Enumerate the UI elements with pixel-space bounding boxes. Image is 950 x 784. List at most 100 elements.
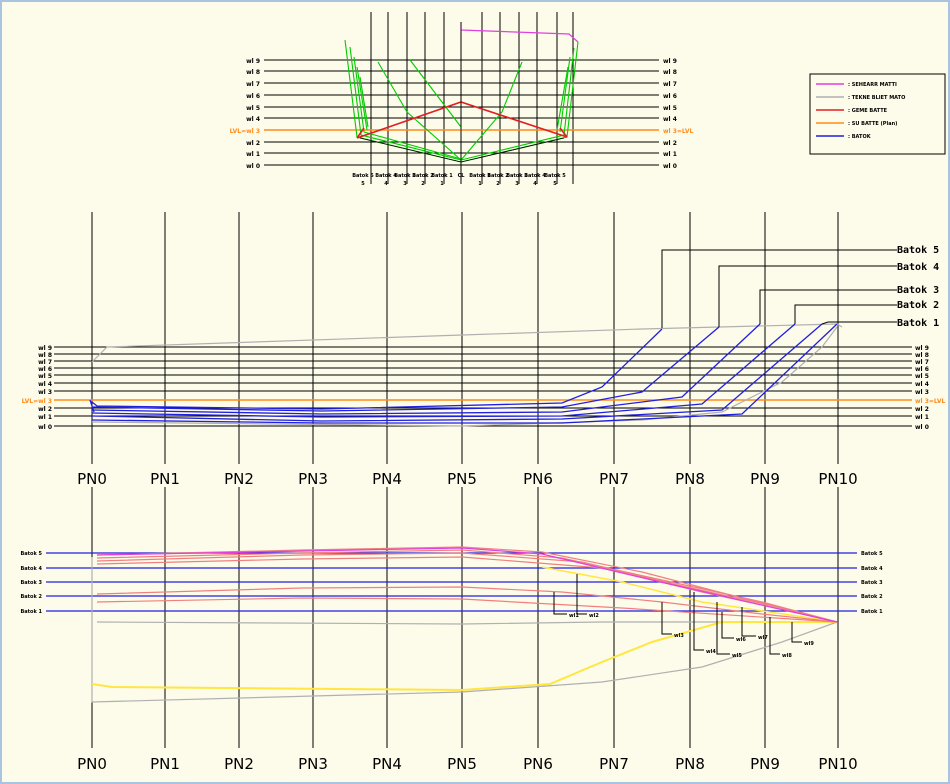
body-plan-bottom-label: Batok 3 bbox=[506, 173, 528, 179]
profile-wl-label-left: wl 8 bbox=[38, 352, 52, 359]
profile-wl-label-right: wl 1 bbox=[915, 414, 929, 421]
profile-wl-label-left: wl 3 bbox=[38, 389, 52, 396]
plan-label-right: Batok 2 bbox=[861, 594, 883, 600]
plan-label-right: Batok 1 bbox=[861, 609, 883, 615]
plan-label-left: Batok 2 bbox=[20, 594, 42, 600]
body-plan-wl-label-left: wl 1 bbox=[246, 151, 260, 158]
body-plan-view: wl 9 wl 9 wl 8 wl 8 wl 7 wl 7 wl 6 wl 6 wl 5 wl 5… bbox=[230, 12, 946, 187]
profile-wl-label-right: wl 4 bbox=[915, 381, 929, 388]
waterline-tag: wl4 bbox=[706, 649, 716, 655]
body-plan-wl-label-right: wl 2 bbox=[663, 140, 677, 147]
plan-label-right: Batok 4 bbox=[861, 566, 883, 572]
body-plan-wl-label-right: wl 1 bbox=[663, 151, 677, 158]
body-plan-wl-label-left: wl 7 bbox=[246, 81, 260, 88]
plan-label-right: Batok 3 bbox=[861, 580, 883, 586]
waterline-tag: wl6 bbox=[736, 637, 746, 643]
body-plan-wl-label-left: wl 2 bbox=[246, 140, 260, 147]
waterline-tag: wl5 bbox=[732, 653, 742, 659]
legend-label: : TEKNE BLIET MATO bbox=[848, 95, 905, 101]
legend-label: : SU BATTE (Plan) bbox=[848, 121, 897, 127]
body-plan-wl-label-left: wl 8 bbox=[246, 69, 260, 76]
station-label-plan: PN5 bbox=[447, 755, 477, 773]
body-plan-bottom-number: 3 bbox=[515, 181, 519, 187]
legend-label: : GEME BATTE bbox=[848, 108, 888, 114]
station-label-profile: PN0 bbox=[77, 470, 107, 488]
station-label-plan: PN3 bbox=[298, 755, 328, 773]
profile-wl-label-right: wl 8 bbox=[915, 352, 929, 359]
buttock-callout: Batok 5 bbox=[897, 245, 939, 256]
legend-label: : SEHEARR MATTI bbox=[848, 82, 897, 88]
waterline-tag: wl1 bbox=[569, 613, 579, 619]
body-plan-wl-label-right: wl 0 bbox=[663, 163, 677, 170]
profile-wl-label-left: wl 1 bbox=[38, 414, 52, 421]
body-plan-bottom-number: 3 bbox=[403, 181, 407, 187]
buttock-callout: Batok 3 bbox=[897, 285, 939, 296]
buttock-callout: Batok 2 bbox=[897, 300, 939, 311]
body-plan-bottom-label: Batok 5 bbox=[544, 173, 566, 179]
body-plan-bottom-label: CL bbox=[458, 173, 466, 179]
waterline-tag: wl2 bbox=[589, 613, 599, 619]
plan-label-left: Batok 3 bbox=[20, 580, 42, 586]
body-plan-wl-label-left: LVL=wl 3 bbox=[230, 128, 260, 135]
body-plan-bottom-number: 4 bbox=[533, 181, 537, 187]
station-label-profile: PN9 bbox=[750, 470, 780, 488]
legend-box: : SEHEARR MATTI : TEKNE BLIET MATO : GEME … bbox=[809, 73, 946, 155]
profile-wl-label-right: wl 6 bbox=[915, 366, 929, 373]
station-label-profile: PN3 bbox=[298, 470, 328, 488]
profile-wl-label-left: wl 2 bbox=[38, 406, 52, 413]
body-plan-bottom-label: Batok 2 bbox=[412, 173, 434, 179]
buttock-callout: Batok 4 bbox=[897, 262, 939, 273]
body-plan-bottom-number: 4 bbox=[384, 181, 388, 187]
body-plan-bottom-label: Batok 4 bbox=[375, 173, 397, 179]
buttock-callout: Batok 1 bbox=[897, 318, 939, 329]
body-plan-bottom-number: 1 bbox=[478, 181, 482, 187]
station-label-profile: PN2 bbox=[224, 470, 254, 488]
profile-wl-label-right: wl 3=LVL bbox=[915, 398, 946, 405]
station-label-plan: PN4 bbox=[372, 755, 402, 773]
plan-label-left: Batok 4 bbox=[20, 566, 42, 572]
body-plan-bottom-label: Batok 1 bbox=[469, 173, 491, 179]
body-plan-bottom-label: Batok 3 bbox=[394, 173, 416, 179]
body-plan-bottom-label: Batok 5 bbox=[352, 173, 374, 179]
profile-wl-label-left: wl 4 bbox=[38, 381, 52, 388]
station-label-profile: PN6 bbox=[523, 470, 553, 488]
station-label-plan: PN7 bbox=[599, 755, 629, 773]
body-plan-bottom-label: Batok 4 bbox=[524, 173, 546, 179]
profile-view: wl 9 wl 9wl 8 wl 8wl 7 wl 7wl 6 wl 6wl 5 wl 5… bbox=[22, 212, 946, 464]
station-label-plan: PN10 bbox=[818, 755, 857, 773]
body-plan-wl-label-left: wl 4 bbox=[246, 116, 260, 123]
profile-wl-label-right: wl 0 bbox=[915, 424, 929, 431]
body-plan-bottom-number: 1 bbox=[440, 181, 444, 187]
waterline-tag: wl7 bbox=[758, 635, 768, 641]
plan-label-left: Batok 5 bbox=[20, 551, 42, 557]
waterline-tag: wl8 bbox=[782, 653, 792, 659]
waterline-tag: wl3 bbox=[674, 633, 684, 639]
station-label-profile: PN1 bbox=[150, 470, 180, 488]
profile-wl-label-left: wl 0 bbox=[38, 424, 52, 431]
legend-label: : BATOK bbox=[848, 134, 872, 140]
body-plan-wl-label-right: wl 8 bbox=[663, 69, 677, 76]
profile-wl-label-right: wl 2 bbox=[915, 406, 929, 413]
station-label-plan: PN1 bbox=[150, 755, 180, 773]
body-plan-wl-label-right: wl 3=LVL bbox=[663, 128, 694, 135]
waterline-tag: wl9 bbox=[804, 641, 814, 647]
body-plan-bottom-number: 2 bbox=[496, 181, 500, 187]
station-label-plan: PN2 bbox=[224, 755, 254, 773]
half-breadth-plan-view: Batok 5 Batok 5 Batok 4 Batok 4 Batok 3 Batok… bbox=[20, 487, 883, 748]
station-label-profile: PN10 bbox=[818, 470, 857, 488]
body-plan-bottom-number: 2 bbox=[421, 181, 425, 187]
station-label-profile: PN4 bbox=[372, 470, 402, 488]
body-plan-wl-label-right: wl 9 bbox=[663, 58, 677, 65]
station-label-plan: PN9 bbox=[750, 755, 780, 773]
body-plan-bottom-label: Batok 2 bbox=[487, 173, 509, 179]
profile-wl-label-left: LVL=wl 3 bbox=[22, 398, 52, 405]
plan-label-left: Batok 1 bbox=[20, 609, 42, 615]
profile-wl-label-left: wl 6 bbox=[38, 366, 52, 373]
body-plan-wl-label-left: wl 9 bbox=[246, 58, 260, 65]
station-label-profile: PN5 bbox=[447, 470, 477, 488]
body-plan-wl-label-right: wl 7 bbox=[663, 81, 677, 88]
body-plan-wl-label-left: wl 0 bbox=[246, 163, 260, 170]
profile-wl-label-right: wl 9 bbox=[915, 345, 929, 352]
profile-wl-label-right: wl 3 bbox=[915, 389, 929, 396]
